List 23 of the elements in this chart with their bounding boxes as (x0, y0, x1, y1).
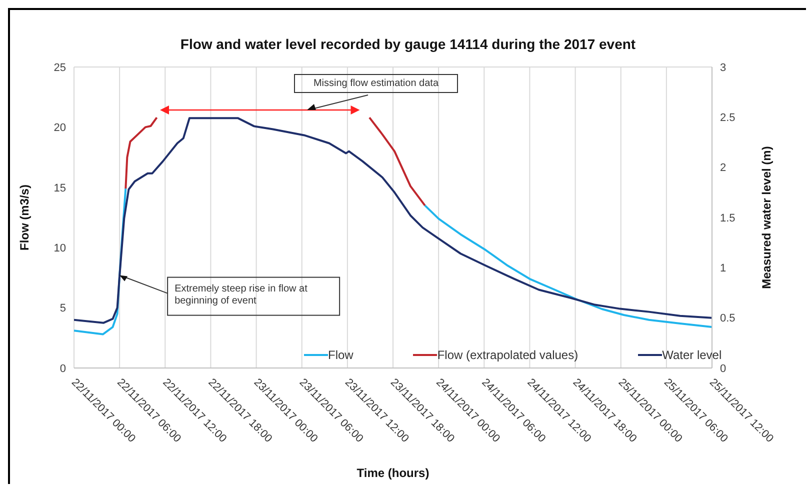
y-tick-label: 15 (54, 182, 66, 194)
x-axis-title: Time (hours) (356, 466, 430, 480)
y2-tick-label: 0 (720, 362, 726, 375)
y2-tick-label: 1.5 (720, 212, 736, 224)
line-series (74, 117, 712, 324)
legend-label: Flow (extrapolated values) (436, 348, 578, 362)
y-tick-label: 20 (54, 122, 66, 134)
y2-tick-label: 3 (720, 62, 726, 74)
y2-tick-label: 1 (720, 262, 726, 275)
chart-title: Flow and water level recorded by gauge 14114 during the 2017 event (179, 36, 637, 52)
y-tick-label: 5 (60, 302, 66, 315)
y-tick-label: 10 (54, 242, 66, 255)
y2-tick-label: 2 (720, 162, 726, 174)
y-tick-label: 0 (60, 362, 66, 375)
y2-tick-label: 0.5 (720, 312, 736, 325)
annotation: Extremely steep rise in flow at beginning of event (174, 283, 308, 306)
y-axis-title: Flow (m3/s) (17, 184, 32, 251)
y2-axis-title: Measured water level (m) (759, 146, 774, 289)
y2-tick-label: 2.5 (720, 112, 736, 124)
y-tick-label: 25 (54, 62, 66, 74)
legend-label: Flow (327, 348, 354, 362)
annotation: Missing flow estimation data (294, 74, 458, 93)
legend-label: Water level (661, 348, 722, 362)
